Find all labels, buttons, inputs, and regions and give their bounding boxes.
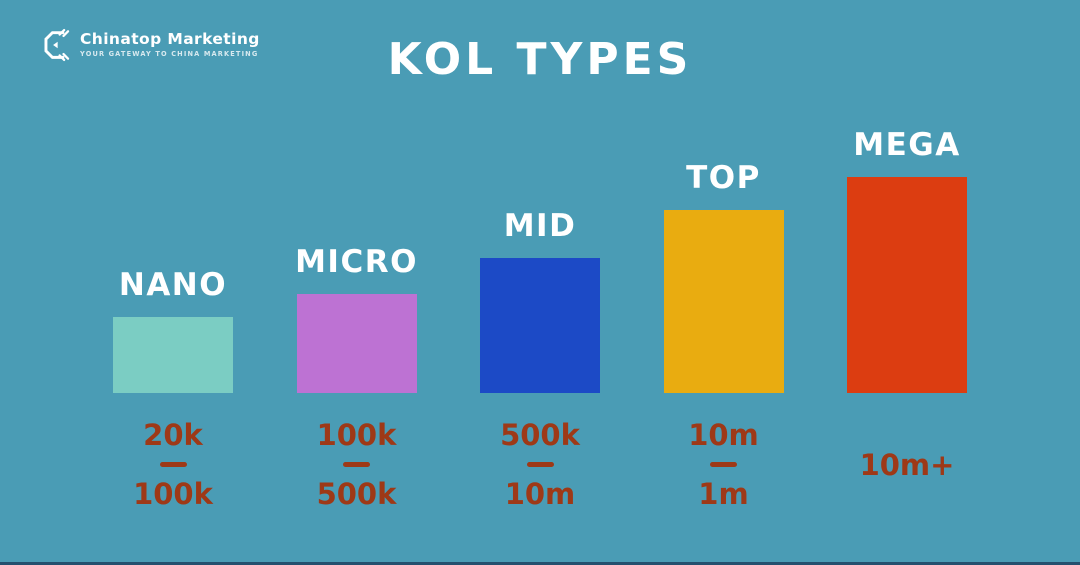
bar-mid	[480, 258, 600, 393]
range-low: 10m	[688, 418, 759, 452]
range-high: 1m	[698, 477, 749, 511]
range-nano: 20k 100k	[113, 393, 233, 510]
range-dash	[159, 462, 187, 467]
range-mid: 500k 10m	[480, 393, 600, 510]
brand-text: Chinatop Marketing YOUR GATEWAY TO CHINA…	[80, 29, 260, 59]
brand-logo: Chinatop Marketing YOUR GATEWAY TO CHINA…	[44, 28, 260, 62]
range-low: 100k	[316, 418, 397, 452]
bars-row: NANO MICRO MID TOP MEGA	[113, 0, 967, 393]
range-dash	[710, 462, 737, 467]
range-mega: 10m+	[847, 393, 967, 510]
kol-bar-chart: NANO MICRO MID TOP MEGA 20k 100k 100k 500k 500k 1…	[113, 0, 967, 565]
ranges-row: 20k 100k 100k 500k 500k 10m 10m 1m 10m+	[113, 393, 967, 510]
bar-column-nano: NANO	[113, 270, 233, 393]
range-top: 10m 1m	[664, 393, 784, 510]
range-micro: 100k 500k	[297, 393, 417, 510]
range-low: 500k	[500, 418, 580, 452]
bar-column-mega: MEGA	[847, 130, 967, 393]
bottom-strip	[0, 562, 1080, 565]
range-dash	[526, 462, 554, 467]
bar-label-mega: MEGA	[853, 127, 961, 163]
bar-micro	[296, 294, 417, 393]
bar-column-top: TOP	[663, 160, 784, 393]
bar-column-micro: MICRO	[295, 244, 418, 393]
brand-name: Chinatop Marketing	[80, 29, 260, 48]
bar-nano	[113, 317, 233, 393]
bar-label-mid: MID	[503, 208, 577, 244]
bar-label-nano: NANO	[118, 267, 228, 303]
page-title: KOL TYPES	[387, 34, 693, 85]
bar-mega	[847, 177, 967, 393]
bar-label-top: TOP	[686, 160, 761, 196]
range-high: 500k	[316, 477, 397, 511]
range-dash	[343, 462, 370, 467]
range-high: 100k	[133, 477, 213, 511]
bar-label-micro: MICRO	[295, 244, 418, 280]
brand-tagline: YOUR GATEWAY TO CHINA MARKETING	[80, 50, 259, 59]
range-high: 10m	[504, 477, 576, 511]
range-low: 10m+	[859, 448, 955, 482]
hexagon-c-logo-icon	[44, 28, 70, 62]
bar-top	[663, 210, 784, 393]
range-low: 20k	[143, 418, 203, 452]
bar-column-mid: MID	[480, 211, 600, 393]
